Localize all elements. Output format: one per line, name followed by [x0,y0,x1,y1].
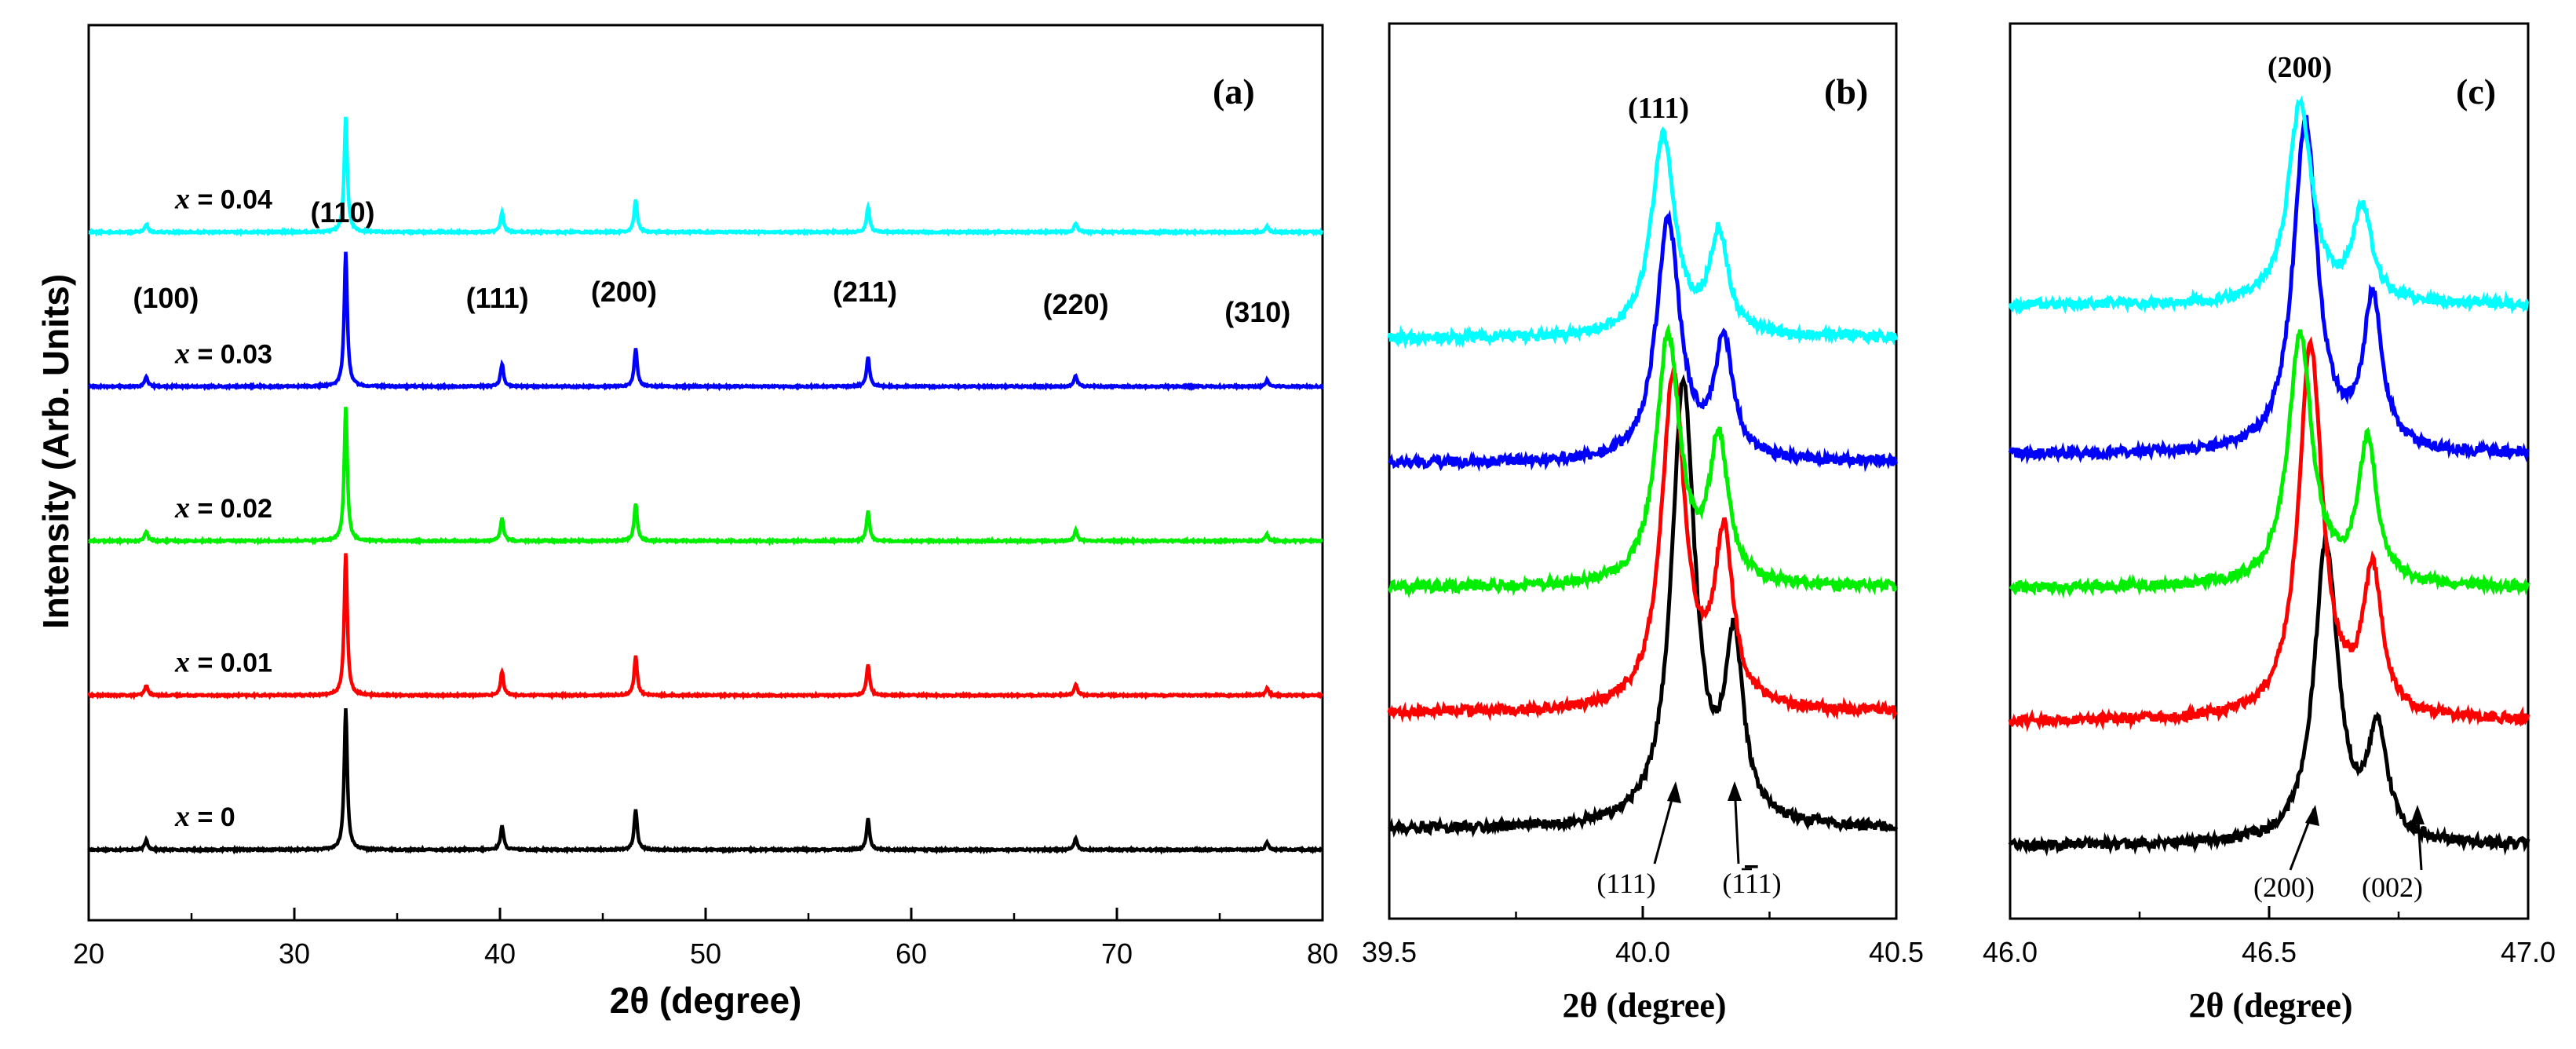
panel-b-tick-label: 39.5 [1362,936,1417,968]
panel-c-series [2008,95,2530,857]
panel-a-peak-label: (220) [1043,288,1109,320]
panel-a-sample-label: x = 0.01 [174,646,272,679]
panel-b-x-axis: 39.5 40.0 40.5 [1362,906,1924,968]
panel-a-series-line [87,553,1324,701]
panel-a-tick-label: 70 [1101,938,1133,970]
panel-a-y-axis-label: Intensity (Arb. Units) [35,274,76,629]
panel-a-tick-label: 50 [690,938,721,970]
panel-c-x-axis: 46.0 46.5 47.0 [1983,906,2556,968]
sample-label-value: = 0.03 [190,339,272,369]
sample-label-value: = 0 [190,802,235,832]
panel-c-arrowhead-002 [2410,805,2425,824]
panel-a-x-axis-label: 2θ (degree) [610,980,802,1021]
panel-b-top-peak-label: (111) [1628,92,1689,125]
panel-c: 46.0 46.5 47.0 (c) (200) 2θ (degree) (200)… [1983,22,2556,1025]
panel-b-split-label-open: (1 [1722,868,1745,899]
panel-a-peak-label: (310) [1224,296,1290,328]
panel-c-split-label-200: (200) [2253,872,2315,903]
panel-a-peak-label: (200) [591,276,657,308]
panel-a-series-line [87,707,1324,855]
panel-a-tick-label: 30 [279,938,310,970]
panel-c-tick-label: 46.5 [2242,936,2297,968]
panel-c-tick-label: 46.0 [1983,936,2038,968]
panel-b-split-label-1-11: (111) [1722,868,1781,899]
sample-label-variable: x [174,183,190,216]
panel-c-series-line [2008,336,2530,733]
panel-a-sample-label: x = 0.03 [174,337,272,370]
sample-label-variable: x [174,800,190,833]
panel-b-arrowhead-111 [1667,781,1681,803]
panel-b-series-line [1387,323,1898,599]
sample-label-variable: x [174,337,190,370]
panel-a-series [87,116,1324,855]
panel-c-arrowhead-200 [2305,805,2319,826]
panel-b: 39.5 40.0 40.5 (b) (111) 2θ (degree) (111)… [1362,22,1924,1025]
panel-c-x-axis-label: 2θ (degree) [2188,986,2352,1025]
panel-b-arrowhead-1-11 [1728,781,1742,801]
panel-a-peak-labels: (100) (110) (111) (200) (211) (220) (310) [133,196,1290,328]
panel-b-series-line [1387,209,1899,473]
panel-c-tick-label: 47.0 [2501,936,2556,968]
panel-a-peak-label: (111) [466,282,529,314]
panel-b-series-line [1387,367,1898,723]
panel-a-letter: (a) [1213,71,1255,111]
panel-b-split-label-bar: 1 [1745,868,1758,899]
panel-b-tick-label: 40.5 [1869,936,1924,968]
panel-a-frame [87,24,1324,922]
panel-b-frame [1388,22,1898,920]
panel-a-tick-label: 80 [1307,938,1338,970]
panel-b-series-line [1388,374,1899,838]
panel-c-frame [2009,22,2530,920]
panel-b-letter: (b) [1824,71,1868,111]
sample-label-value: = 0.02 [190,494,272,524]
panel-a-sample-label: x = 0.04 [174,183,272,216]
panel-a: 20 30 40 50 60 70 80 (100) (110) (111) (200) (211)… [35,24,1338,1021]
panel-c-series-line [2009,329,2530,599]
panel-a-tick-label: 20 [73,938,104,970]
sample-label-variable: x [174,492,190,524]
panel-a-series-line [87,251,1324,392]
panel-c-series-line [2008,531,2530,857]
panel-a-sample-label: x = 0 [174,800,235,833]
panel-c-letter: (c) [2456,71,2496,111]
panel-c-split-label-002: (002) [2362,872,2423,903]
panel-a-sample-labels: x = 0x = 0.01x = 0.02x = 0.03x = 0.04 [174,183,272,834]
panel-a-peak-label: (110) [310,196,374,228]
sample-label-value: = 0.04 [190,185,272,215]
sample-label-value: = 0.01 [190,649,272,678]
panel-a-series-line [88,116,1324,237]
panel-c-series-line [2008,95,2530,316]
panel-a-x-axis: 20 30 40 50 60 70 80 [73,908,1338,970]
panel-a-tick-label: 60 [896,938,927,970]
panel-b-series-line [1387,126,1899,349]
panel-a-peak-label: (211) [833,276,897,308]
panel-b-series [1387,126,1899,838]
panel-b-x-axis-label: 2θ (degree) [1562,986,1726,1025]
sample-label-variable: x [174,646,190,679]
panel-a-tick-label: 40 [484,938,516,970]
panel-a-sample-label: x = 0.02 [174,492,272,524]
panel-b-tick-label: 40.0 [1615,936,1670,968]
panel-a-series-line [87,407,1323,546]
panel-c-series-line [2008,115,2530,465]
panel-b-split-label-111: (111) [1596,868,1655,899]
panel-b-split-label-close: 1) [1758,868,1782,899]
panel-a-peak-label: (100) [133,282,199,314]
panel-c-top-peak-label: (200) [2268,51,2332,84]
